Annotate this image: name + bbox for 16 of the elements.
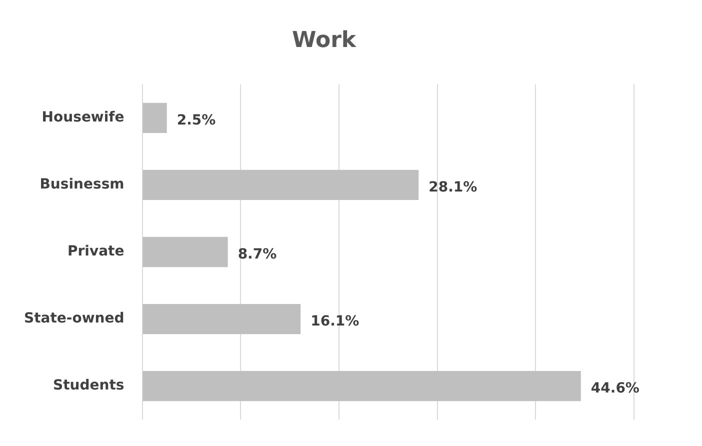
y-tick-label: Students	[52, 378, 124, 394]
y-tick-label: Private	[68, 244, 124, 260]
bar	[142, 102, 167, 134]
data-label: 28.1%	[428, 180, 478, 196]
chart-title: Work	[292, 28, 358, 53]
y-tick-label: Housewife	[42, 110, 124, 126]
bar	[142, 170, 419, 200]
y-tick-label: State-owned	[24, 310, 124, 327]
data-label: 2.5%	[176, 112, 216, 129]
bar	[142, 304, 301, 334]
bar	[142, 236, 228, 268]
data-label: 44.6%	[590, 380, 640, 397]
data-label: 8.7%	[238, 246, 277, 263]
bar	[142, 370, 581, 402]
y-tick-label: Businessm	[40, 176, 124, 193]
data-label: 16.1%	[310, 314, 360, 330]
